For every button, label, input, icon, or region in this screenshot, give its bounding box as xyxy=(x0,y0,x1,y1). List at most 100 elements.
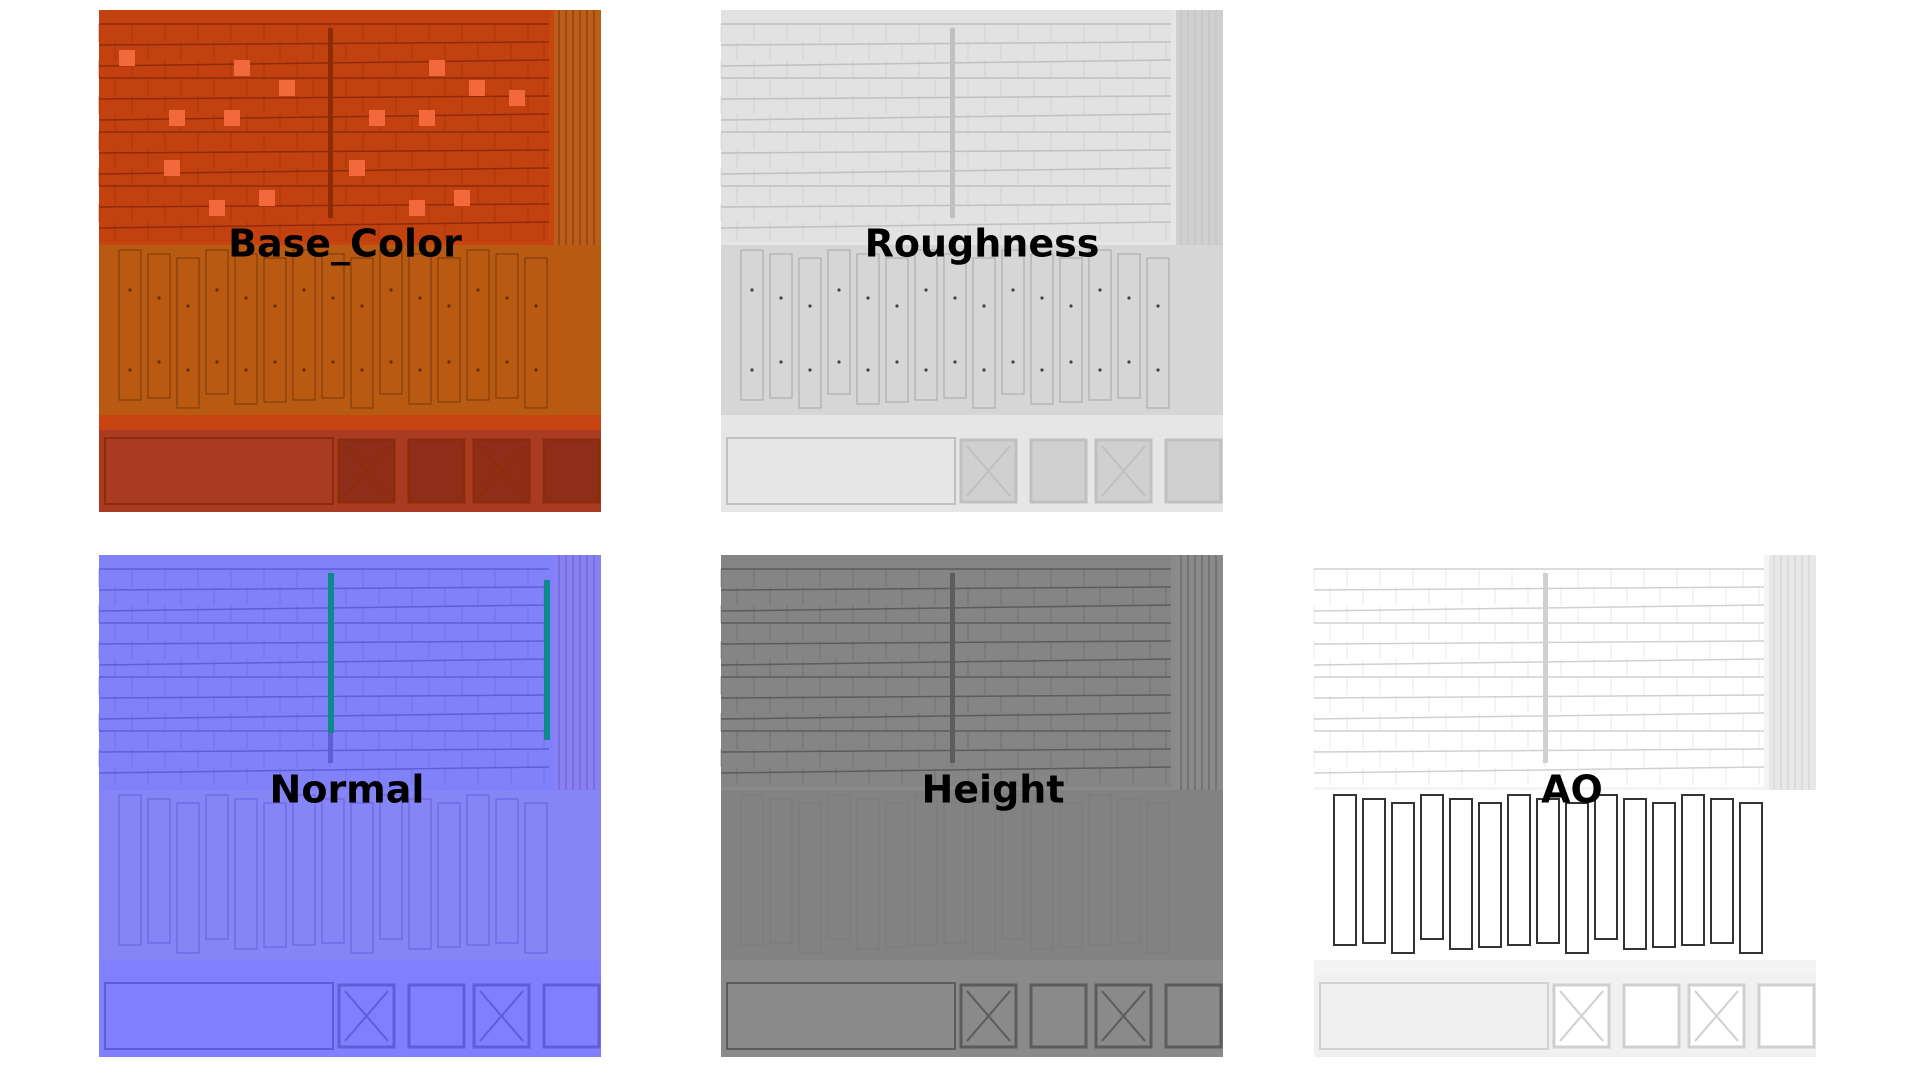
texture-detail xyxy=(1117,798,1141,944)
texture-detail xyxy=(726,982,956,1050)
texture-detail xyxy=(1098,288,1102,292)
texture-detail xyxy=(128,368,132,372)
texture-detail xyxy=(1313,658,1765,666)
map-label: Height xyxy=(921,768,1064,812)
texture-detail xyxy=(721,10,1171,242)
texture-detail xyxy=(1362,798,1386,944)
texture-detail xyxy=(98,640,550,645)
map-label: Normal xyxy=(270,768,425,812)
texture-detail xyxy=(128,288,132,292)
texture-detail xyxy=(328,28,333,218)
texture-detail xyxy=(1739,802,1763,954)
texture-detail xyxy=(98,149,550,154)
texture-detail xyxy=(99,245,601,415)
texture-detail xyxy=(205,249,229,395)
texture-detail xyxy=(469,80,485,96)
texture-detail xyxy=(234,798,258,950)
texture-detail xyxy=(1313,694,1765,699)
texture-detail xyxy=(720,59,1172,67)
texture-detail xyxy=(837,360,841,364)
texture-detail xyxy=(554,555,601,795)
texture-detail xyxy=(344,990,389,1042)
texture-detail xyxy=(1176,10,1223,250)
texture-detail xyxy=(1313,640,1765,645)
texture-detail xyxy=(1001,249,1025,395)
texture-detail xyxy=(542,438,601,504)
texture-detail xyxy=(1156,368,1160,372)
texture-detail xyxy=(720,586,1172,591)
texture-detail xyxy=(982,304,986,308)
texture-detail xyxy=(104,437,334,505)
texture-detail xyxy=(720,95,1172,100)
texture-detail xyxy=(164,160,180,176)
texture-detail xyxy=(798,802,822,954)
texture-detail xyxy=(1543,573,1548,763)
texture-detail xyxy=(437,257,461,403)
texture-detail xyxy=(953,296,957,300)
texture-detail xyxy=(176,257,200,409)
texture-detail xyxy=(244,368,248,372)
texture-detail xyxy=(1088,794,1112,946)
texture-detail xyxy=(1146,802,1170,954)
texture-detail xyxy=(1176,555,1223,795)
texture-detail xyxy=(895,304,899,308)
texture-detail xyxy=(205,794,229,940)
texture-detail xyxy=(966,445,1011,497)
texture-detail xyxy=(1029,983,1088,1049)
texture-detail xyxy=(350,257,374,409)
texture-detail xyxy=(726,437,956,505)
texture-detail xyxy=(389,288,393,292)
texture-detail xyxy=(1313,766,1765,774)
texture-detail xyxy=(914,249,938,401)
texture-detail xyxy=(1101,990,1146,1042)
texture-detail xyxy=(720,149,1172,154)
texture-detail xyxy=(454,190,470,206)
texture-detail xyxy=(328,573,334,733)
roughness-map xyxy=(720,10,1223,512)
texture-detail xyxy=(418,296,422,300)
texture-detail xyxy=(720,694,1172,699)
texture-detail xyxy=(1098,368,1102,372)
texture-detail xyxy=(798,257,822,409)
texture-detail xyxy=(524,802,548,954)
texture-detail xyxy=(721,245,1223,415)
texture-detail xyxy=(479,990,524,1042)
texture-detail xyxy=(157,296,161,300)
texture-detail xyxy=(379,249,403,395)
texture-detail xyxy=(98,694,550,699)
texture-detail xyxy=(479,445,524,497)
texture-detail xyxy=(1536,798,1560,944)
texture-detail xyxy=(349,160,365,176)
texture-detail xyxy=(273,304,277,308)
texture-detail xyxy=(429,60,445,76)
texture-detail xyxy=(750,288,754,292)
texture-detail xyxy=(1146,257,1170,409)
texture-detail xyxy=(1156,304,1160,308)
texture-detail xyxy=(1030,253,1054,405)
texture-detail xyxy=(554,10,601,250)
texture-detail xyxy=(1069,360,1073,364)
map-label: AO xyxy=(1541,768,1603,812)
texture-detail xyxy=(1011,288,1015,292)
texture-detail xyxy=(1040,368,1044,372)
texture-detail xyxy=(1769,555,1816,795)
texture-detail xyxy=(721,790,1223,960)
texture-detail xyxy=(98,41,550,46)
texture-detail xyxy=(966,990,1011,1042)
texture-detail xyxy=(720,748,1172,753)
texture-detail xyxy=(1391,802,1415,954)
texture-detail xyxy=(1478,802,1502,948)
texture-detail xyxy=(1101,445,1146,497)
texture-detail xyxy=(779,296,783,300)
texture-detail xyxy=(720,658,1172,666)
texture-detail xyxy=(856,253,880,405)
texture-detail xyxy=(1681,794,1705,946)
texture-detail xyxy=(1565,802,1589,954)
texture-detail xyxy=(224,110,240,126)
texture-detail xyxy=(509,90,525,106)
texture-detail xyxy=(534,368,538,372)
texture-detail xyxy=(495,253,519,399)
texture-detail xyxy=(720,167,1172,175)
texture-detail xyxy=(234,253,258,405)
texture-detail xyxy=(1030,798,1054,950)
